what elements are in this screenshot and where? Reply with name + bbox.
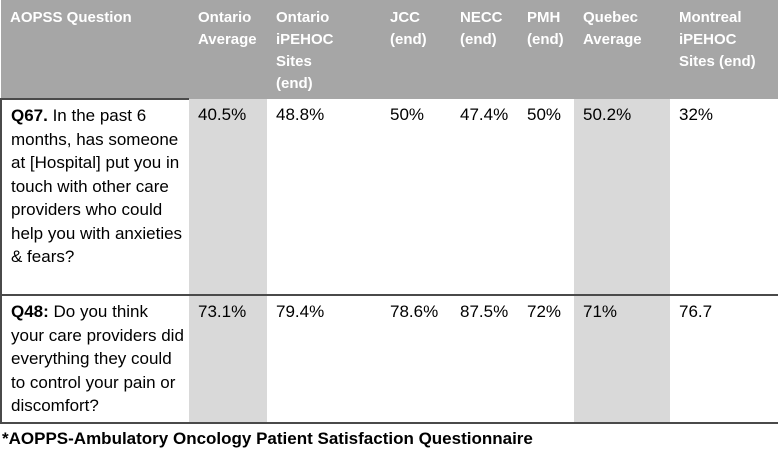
- column-header-5: PMH (end): [518, 0, 574, 99]
- value-cell: 71%: [574, 295, 670, 424]
- table-row: Q48: Do you think your care providers di…: [0, 295, 778, 424]
- column-header-0: AOPSS Question: [1, 0, 189, 99]
- table-body: Q67. In the past 6 months, has someone a…: [0, 98, 778, 424]
- column-header-6: Quebec Average: [574, 0, 670, 99]
- value-cell: 47.4%: [451, 99, 518, 296]
- value-cell: 50%: [518, 99, 574, 296]
- value-cell: 50.2%: [574, 99, 670, 296]
- value-cell: 48.8%: [267, 99, 381, 296]
- value-cell: 87.5%: [451, 295, 518, 424]
- value-cell: 50%: [381, 99, 451, 296]
- column-header-1: Ontario Average: [189, 0, 267, 99]
- value-cell: 40.5%: [189, 99, 267, 296]
- header-row: AOPSS Question Ontario Average Ontario iPE…: [1, 0, 778, 99]
- table-row: Q67. In the past 6 months, has someone a…: [0, 98, 778, 296]
- value-cell: 79.4%: [267, 295, 381, 424]
- value-cell: 73.1%: [189, 295, 267, 424]
- column-header-4: NECC (end): [451, 0, 518, 99]
- footnote: *AOPPS-Ambulatory Oncology Patient Satis…: [2, 428, 533, 448]
- question-cell: Q48: Do you think your care providers di…: [0, 295, 189, 424]
- question-id: Q67.: [11, 106, 48, 125]
- value-cell: 76.7: [670, 295, 778, 424]
- survey-results-table: AOPSS Question Ontario Average Ontario iPE…: [0, 0, 778, 424]
- column-header-7: Montreal iPEHOC Sites (end): [670, 0, 778, 99]
- column-header-2: Ontario iPEHOC Sites (end): [267, 0, 381, 99]
- value-cell: 78.6%: [381, 295, 451, 424]
- value-cell: 32%: [670, 99, 778, 296]
- question-id: Q48:: [11, 302, 49, 321]
- column-header-3: JCC (end): [381, 0, 451, 99]
- value-cell: 72%: [518, 295, 574, 424]
- question-text: Do you think your care providers did eve…: [11, 302, 184, 415]
- table-header: AOPSS Question Ontario Average Ontario iPE…: [1, 0, 778, 99]
- question-cell: Q67. In the past 6 months, has someone a…: [0, 98, 189, 296]
- question-text: In the past 6 months, has someone at [Ho…: [11, 106, 183, 266]
